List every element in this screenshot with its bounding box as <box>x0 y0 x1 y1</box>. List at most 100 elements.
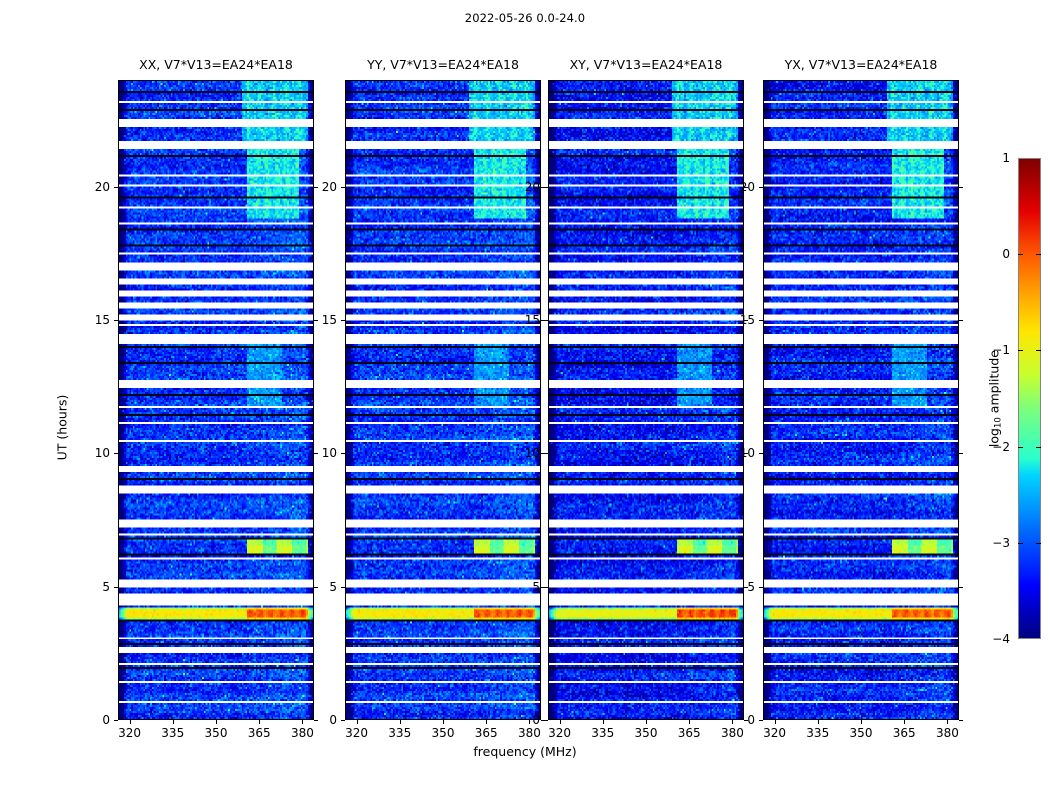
y-tick-mark <box>314 587 318 588</box>
y-tick-mark <box>744 720 748 721</box>
x-tick-mark <box>560 720 561 724</box>
x-tick-mark <box>130 720 131 724</box>
x-tick-label: 365 <box>474 726 498 740</box>
y-tick-label: 5 <box>329 579 337 594</box>
x-tick-label: 335 <box>161 726 185 740</box>
y-tick-mark <box>314 320 318 321</box>
y-tick-mark <box>114 320 118 321</box>
y-tick-mark <box>114 587 118 588</box>
x-tick-mark <box>357 720 358 724</box>
y-tick-mark <box>541 320 545 321</box>
x-tick-label: 365 <box>247 726 271 740</box>
y-tick-mark <box>114 720 118 721</box>
y-tick-mark <box>541 720 545 721</box>
colorbar-label: log10 amplitude <box>986 350 1004 448</box>
y-tick-label: 5 <box>747 579 755 594</box>
x-tick-mark <box>732 720 733 724</box>
y-tick-label: 15 <box>321 313 337 327</box>
colorbar-tick-mark <box>1018 447 1023 448</box>
y-tick-mark <box>341 453 345 454</box>
colorbar-tick-label: 0 <box>1002 247 1010 262</box>
colorbar-tick-label: −3 <box>992 535 1010 550</box>
x-tick-mark <box>904 720 905 724</box>
x-tick-label: 320 <box>345 726 368 740</box>
dynamic-spectrum-yy <box>346 81 540 719</box>
x-tick-mark <box>861 720 862 724</box>
y-tick-mark <box>341 720 345 721</box>
y-tick-label: 20 <box>94 179 110 194</box>
x-tick-mark <box>173 720 174 724</box>
x-tick-mark <box>529 720 530 724</box>
x-tick-label: 380 <box>291 726 314 740</box>
y-tick-mark <box>759 720 763 721</box>
y-tick-label: 5 <box>532 579 540 594</box>
y-tick-label: 0 <box>329 713 337 727</box>
axes-yx[interactable] <box>763 80 959 720</box>
y-tick-label: 20 <box>739 179 755 194</box>
y-tick-label: 20 <box>524 179 540 194</box>
y-tick-mark <box>541 187 545 188</box>
y-axis-label: UT (hours) <box>54 394 70 461</box>
colorbar-tick-label: 1 <box>1002 151 1010 165</box>
x-tick-mark <box>302 720 303 724</box>
axes-yy[interactable] <box>345 80 541 720</box>
dynamic-spectrum-yx <box>764 81 958 719</box>
y-tick-mark <box>744 453 748 454</box>
x-tick-label: 320 <box>763 726 786 740</box>
panel-title-yx: YX, V7*V13=EA24*EA18 <box>784 57 938 72</box>
y-tick-mark <box>744 187 748 188</box>
x-tick-label: 350 <box>431 726 455 740</box>
colorbar[interactable] <box>1018 158 1041 639</box>
y-tick-label: 20 <box>321 179 337 194</box>
figure-title: 2022-05-26 0.0-24.0 <box>464 11 586 25</box>
colorbar-tick-mark <box>1018 543 1023 544</box>
x-tick-mark <box>818 720 819 724</box>
y-tick-mark <box>759 453 763 454</box>
x-tick-mark <box>259 720 260 724</box>
y-tick-mark <box>341 320 345 321</box>
x-tick-label: 350 <box>204 726 228 740</box>
spectrogram-image-yx <box>764 81 958 719</box>
x-tick-mark <box>400 720 401 724</box>
x-axis-label: frequency (MHz) <box>473 744 577 759</box>
y-tick-mark <box>114 187 118 188</box>
spectrogram-image-xx <box>119 81 313 719</box>
x-tick-label: 335 <box>388 726 412 740</box>
y-tick-mark <box>341 587 345 588</box>
x-tick-label: 365 <box>892 726 916 740</box>
spectrogram-image-yy <box>346 81 540 719</box>
dynamic-spectrum-xx <box>119 81 313 719</box>
x-tick-label: 335 <box>806 726 830 740</box>
y-tick-mark <box>314 187 318 188</box>
x-tick-label: 350 <box>634 726 658 740</box>
x-tick-label: 365 <box>677 726 701 740</box>
x-tick-label: 380 <box>721 726 744 740</box>
axes-xx[interactable] <box>118 80 314 720</box>
x-tick-label: 320 <box>118 726 141 740</box>
colorbar-tick-label: −2 <box>992 439 1010 454</box>
colorbar-tick-label: −4 <box>992 632 1010 646</box>
colorbar-tick-mark <box>1036 447 1041 448</box>
panel-title-xx: XX, V7*V13=EA24*EA18 <box>139 57 293 72</box>
x-tick-label: 380 <box>936 726 959 740</box>
axes-xy[interactable] <box>548 80 744 720</box>
y-tick-label: 0 <box>102 713 110 727</box>
colorbar-tick-mark <box>1018 254 1023 255</box>
y-tick-label: 10 <box>739 446 755 461</box>
y-tick-mark <box>544 187 548 188</box>
y-tick-mark <box>959 187 963 188</box>
x-tick-mark <box>689 720 690 724</box>
spectrogram-image-xy <box>549 81 743 719</box>
y-tick-mark <box>744 320 748 321</box>
y-tick-label: 5 <box>102 579 110 594</box>
y-tick-label: 10 <box>524 446 540 461</box>
y-tick-mark <box>759 320 763 321</box>
x-tick-mark <box>216 720 217 724</box>
x-tick-mark <box>775 720 776 724</box>
y-tick-mark <box>959 720 963 721</box>
y-tick-mark <box>759 587 763 588</box>
y-tick-mark <box>341 187 345 188</box>
x-tick-mark <box>646 720 647 724</box>
y-tick-label: 10 <box>321 446 337 461</box>
